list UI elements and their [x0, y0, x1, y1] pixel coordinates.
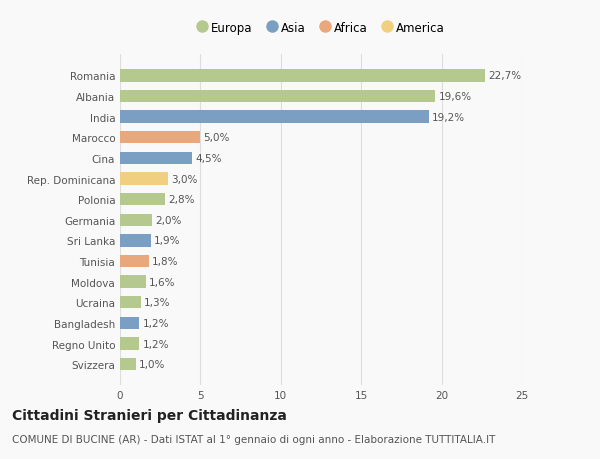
- Text: COMUNE DI BUCINE (AR) - Dati ISTAT al 1° gennaio di ogni anno - Elaborazione TUT: COMUNE DI BUCINE (AR) - Dati ISTAT al 1°…: [12, 434, 496, 444]
- Text: 1,6%: 1,6%: [149, 277, 175, 287]
- Bar: [120, 276, 146, 288]
- Text: 2,0%: 2,0%: [155, 215, 182, 225]
- Text: Cittadini Stranieri per Cittadinanza: Cittadini Stranieri per Cittadinanza: [12, 409, 287, 422]
- Text: 4,5%: 4,5%: [196, 154, 222, 163]
- Bar: [120, 317, 139, 330]
- Bar: [120, 111, 429, 123]
- Text: 1,3%: 1,3%: [144, 297, 170, 308]
- Bar: [120, 297, 141, 309]
- Text: 2,8%: 2,8%: [168, 195, 195, 205]
- Text: 19,2%: 19,2%: [432, 112, 465, 123]
- Text: 19,6%: 19,6%: [439, 92, 472, 102]
- Text: 1,2%: 1,2%: [143, 318, 169, 328]
- Bar: [120, 214, 152, 226]
- Text: 1,2%: 1,2%: [143, 339, 169, 349]
- Bar: [120, 255, 149, 268]
- Bar: [120, 338, 139, 350]
- Bar: [120, 132, 200, 144]
- Bar: [120, 173, 168, 185]
- Legend: Europa, Asia, Africa, America: Europa, Asia, Africa, America: [193, 18, 448, 38]
- Text: 1,8%: 1,8%: [152, 257, 179, 267]
- Bar: [120, 91, 435, 103]
- Bar: [120, 235, 151, 247]
- Bar: [120, 358, 136, 370]
- Text: 1,9%: 1,9%: [154, 236, 180, 246]
- Bar: [120, 194, 165, 206]
- Bar: [120, 152, 193, 165]
- Text: 22,7%: 22,7%: [488, 71, 521, 81]
- Text: 5,0%: 5,0%: [203, 133, 230, 143]
- Text: 3,0%: 3,0%: [172, 174, 198, 184]
- Text: 1,0%: 1,0%: [139, 359, 166, 369]
- Bar: [120, 70, 485, 83]
